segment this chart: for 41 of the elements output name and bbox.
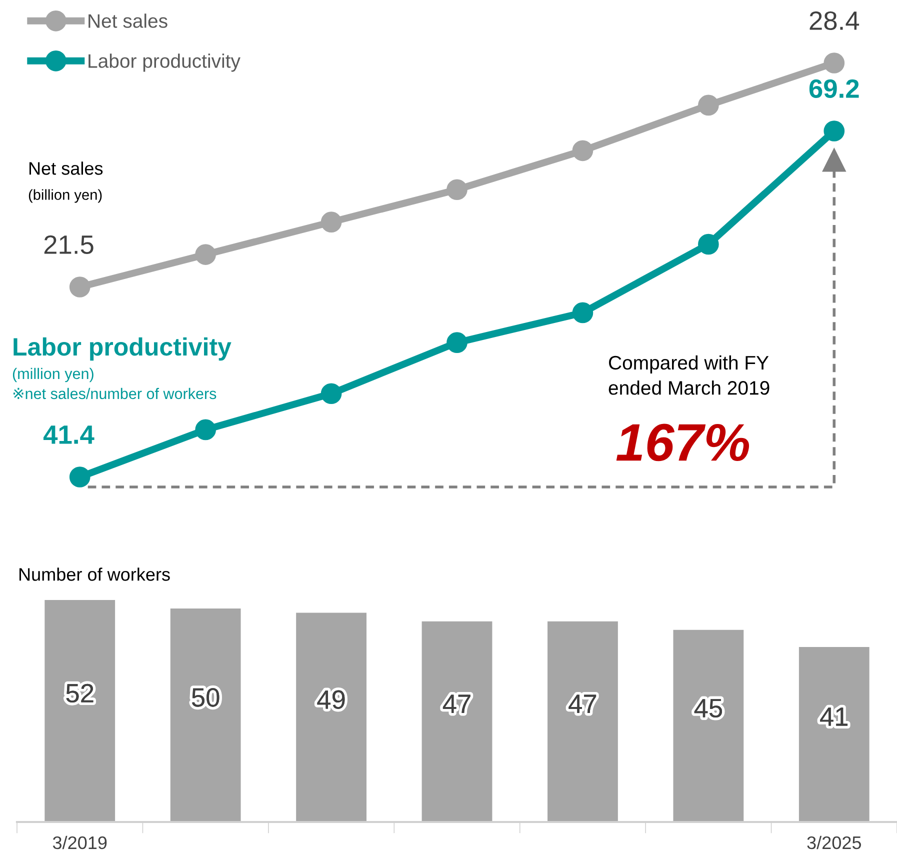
legend-label: Net sales	[88, 14, 168, 28]
bar	[170, 608, 241, 822]
y-axis-title: Net sales (billion yen)	[28, 162, 103, 203]
point	[824, 52, 845, 74]
data-label: 69.2	[809, 79, 859, 98]
point	[572, 140, 594, 162]
point	[195, 244, 216, 265]
annotation: 167%	[616, 424, 750, 462]
data-label: 21.5	[44, 235, 94, 254]
x-tick-label: 3/2019	[52, 836, 107, 850]
data-label: 52	[66, 684, 94, 703]
bar	[673, 630, 744, 822]
data-label: 49	[317, 690, 345, 709]
bar	[422, 621, 492, 822]
point	[698, 94, 719, 116]
point	[572, 302, 594, 324]
point	[446, 332, 468, 353]
data-label: 47	[442, 694, 470, 713]
point	[195, 419, 216, 440]
bar	[548, 621, 618, 822]
point	[69, 466, 90, 488]
legend-label: Labor productivity	[88, 54, 240, 72]
data-label: 50	[192, 688, 220, 707]
data-label: 41	[820, 708, 848, 726]
data-label: 28.4	[810, 11, 860, 30]
chart-title: Number of workers	[19, 568, 170, 581]
point	[446, 179, 468, 200]
bar	[296, 612, 366, 822]
bar	[798, 646, 870, 822]
data-label: 41.4	[43, 426, 94, 444]
annotation: Compared with FY ended March 2019	[608, 355, 770, 395]
point	[698, 234, 719, 255]
y-axis-title: Labor productivity (million yen) ※net sales/number of workers	[12, 337, 232, 400]
point	[824, 120, 845, 142]
data-label: 45	[694, 699, 722, 718]
data-label: 47	[568, 694, 596, 713]
bar	[44, 600, 116, 822]
x-tick-label: 3/2025	[807, 836, 861, 850]
point	[69, 276, 90, 298]
point	[320, 383, 342, 404]
point	[320, 212, 342, 232]
